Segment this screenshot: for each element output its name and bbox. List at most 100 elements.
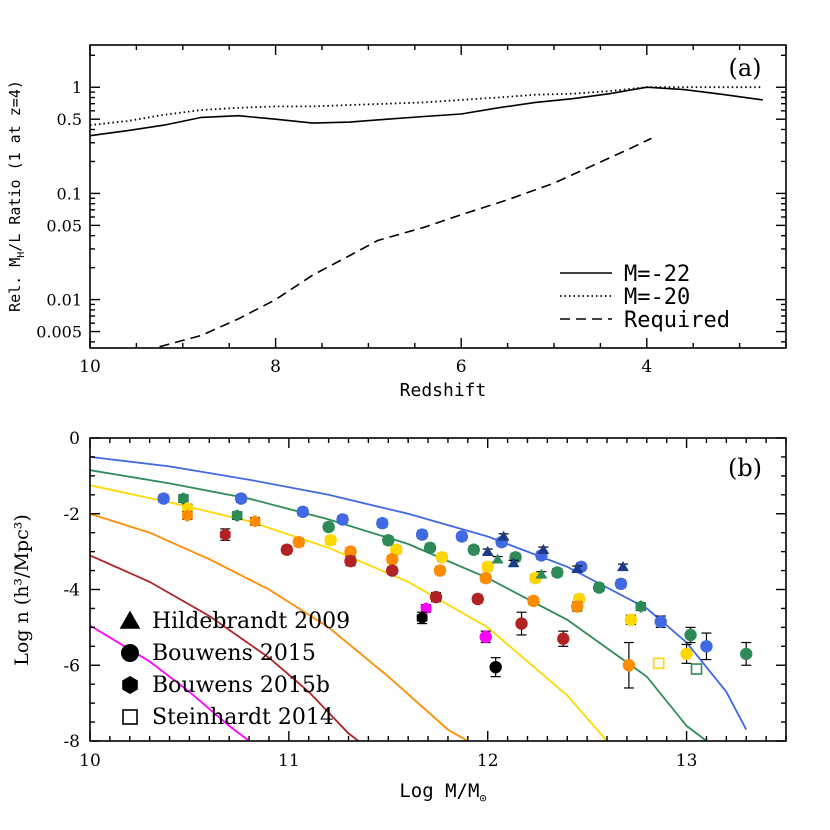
marker-circle: [471, 592, 484, 606]
marker-hexagon: [416, 611, 428, 625]
panel-b-ticks: 10 11 12 13 0 -2 -4 -6 -8: [63, 429, 787, 771]
a-y-tick-label: 0.1: [57, 184, 82, 203]
legend-marker-hexagon: [122, 676, 138, 694]
marker-circle: [433, 564, 447, 577]
panel-a-plot-area: [89, 86, 763, 348]
panel-a-frame: [89, 44, 787, 349]
b-y-tick-label: -2: [63, 505, 80, 525]
data-point: [557, 630, 570, 647]
legend-marker-triangle: [119, 610, 141, 629]
data-point: [382, 534, 395, 547]
data-point: [535, 568, 548, 579]
marker-hexagon: [420, 602, 432, 615]
model-curve-3: [90, 512, 469, 741]
a-y-tick-label: 0.01: [46, 291, 82, 310]
b-x-tick-label: 11: [278, 751, 300, 771]
legend-label-steinhardt-2014: Steinhardt 2014: [152, 705, 334, 730]
data-point: [479, 571, 492, 585]
b-y-tick-label: -4: [63, 581, 80, 601]
marker-circle: [622, 659, 636, 672]
marker-circle: [280, 543, 294, 556]
panel-b: 10 11 12 13 0 -2 -4 -6 -8 (b) Log M/M⊙ Log n (h³…: [11, 429, 787, 805]
model-curve-4: [90, 554, 360, 741]
marker-circle: [386, 553, 399, 566]
data-point: [324, 534, 337, 547]
model-curve-1: [90, 469, 708, 741]
series-line-required: [159, 137, 652, 348]
marker-hexagon: [635, 600, 647, 613]
data-point: [652, 657, 665, 670]
marker-triangle: [617, 561, 629, 572]
panel-b-label: (b): [728, 454, 762, 482]
marker-circle: [740, 647, 753, 661]
data-point: [491, 553, 504, 564]
a-y-tick-label: 0.005: [36, 323, 82, 342]
marker-circle: [467, 543, 480, 556]
b-y-tick-label: -8: [63, 732, 80, 752]
data-point: [537, 543, 550, 555]
marker-circle: [557, 632, 570, 645]
data-point: [471, 592, 484, 606]
marker-circle: [455, 530, 469, 543]
marker-circle: [592, 581, 606, 594]
data-point: [344, 545, 357, 558]
marker-circle: [376, 517, 389, 530]
data-point: [515, 611, 528, 636]
data-point: [423, 541, 437, 555]
marker-circle: [435, 551, 449, 564]
data-point: [344, 554, 357, 568]
marker-circle: [489, 660, 502, 674]
a-y-tick-label: 0.5: [57, 110, 82, 129]
marker-triangle: [491, 553, 504, 564]
data-point: [455, 530, 469, 543]
panel-a-label: (a): [728, 54, 761, 82]
panel-b-xlabel-main: Log M/M: [399, 780, 479, 802]
marker-open-square: [652, 657, 665, 670]
data-point: [481, 560, 494, 573]
data-point: [700, 632, 713, 661]
data-point: [654, 615, 667, 628]
marker-circle: [390, 543, 403, 556]
panel-b-xlabel-sub: ⊙: [479, 791, 486, 805]
data-point: [322, 520, 335, 534]
legend-marker-circle: [121, 644, 139, 662]
marker-triangle: [497, 530, 510, 541]
series-line-m-20: [89, 86, 763, 126]
marker-open-square: [690, 663, 703, 675]
a-y-tick-label: 0.05: [46, 216, 82, 235]
data-point: [624, 613, 638, 626]
marker-circle: [680, 647, 693, 661]
panel-b-ylabel: Log n (h³/Mpc³): [11, 514, 33, 666]
data-point: [292, 535, 305, 549]
legend-label-required: Required: [624, 308, 730, 333]
marker-triangle: [507, 557, 520, 568]
series-line-m-22: [89, 86, 763, 137]
marker-circle: [429, 590, 443, 604]
legend-label-hildebrandt-2009: Hildebrandt 2009: [152, 609, 350, 634]
data-point: [684, 626, 697, 644]
marker-circle: [479, 630, 492, 644]
data-point: [386, 553, 399, 566]
legend-label-bouwens-2015: Bouwens 2015: [152, 641, 316, 666]
marker-circle: [234, 492, 248, 505]
b-x-tick-label: 13: [676, 751, 698, 771]
legend-label-bouwens-2015b: Bouwens 2015b: [152, 673, 330, 698]
panel-a-ylabel: Rel. MH/L Ratio (1 at z=4): [6, 80, 27, 312]
panel-a: 10 8 6 4 1 0.5 0.1 0.05 0.01 0.005 (a) Redshift R…: [6, 44, 787, 401]
data-point: [280, 543, 294, 556]
marker-circle: [336, 513, 349, 526]
a-x-tick-label: 8: [270, 357, 281, 377]
marker-circle: [481, 560, 494, 573]
marker-triangle: [571, 562, 583, 573]
panel-a-xlabel: Redshift: [400, 380, 487, 401]
b-x-tick-label: 12: [477, 751, 499, 771]
marker-circle: [624, 613, 638, 626]
data-point: [386, 564, 399, 577]
marker-circle: [700, 640, 713, 653]
data-point: [690, 663, 703, 675]
panel-b-legend: Hildebrandt 2009 Bouwens 2015 Bouwens 2015…: [119, 609, 350, 730]
data-point: [249, 515, 261, 528]
a-x-tick-label: 10: [79, 357, 101, 377]
data-point: [592, 581, 606, 594]
